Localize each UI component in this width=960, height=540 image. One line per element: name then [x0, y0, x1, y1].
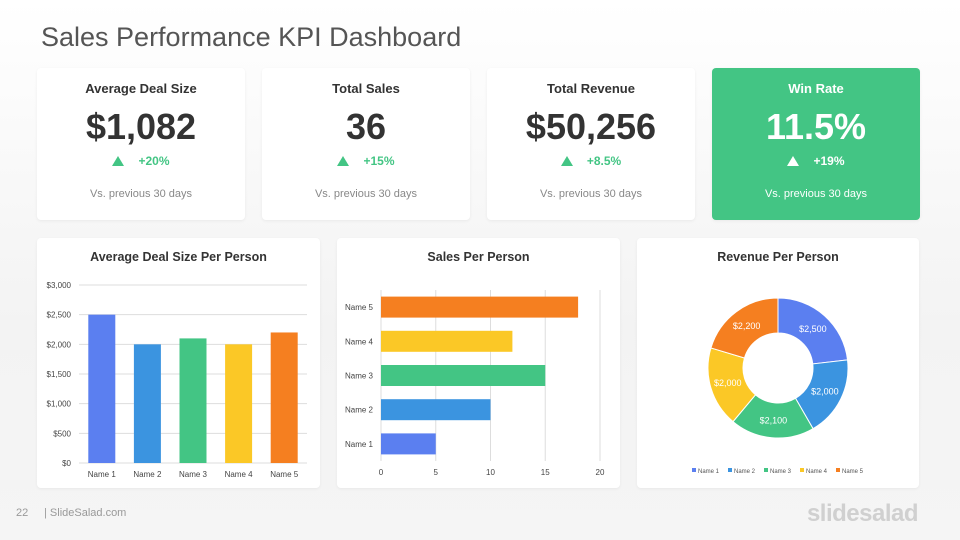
data-label: $2,000 [811, 387, 839, 397]
bar [381, 399, 491, 421]
bar [381, 365, 546, 386]
bar [381, 433, 436, 455]
legend-swatch [692, 468, 696, 472]
chart-title: Sales Per Person [427, 250, 530, 264]
legend-label: Name 2 [734, 469, 756, 475]
chart-title: Revenue Per Person [717, 250, 839, 264]
page-title: Sales Performance KPI Dashboard [41, 22, 462, 52]
revenue-per-person-chart-card: Revenue Per Person $2,500 $2,000 $2,100 $2,… [637, 238, 919, 488]
kpi-card: Average Deal Size $1,082 +20% Vs. previo… [37, 68, 245, 220]
sales-per-person-bar-chart: 0 5 10 15 20 Name 1 Name 2 Name 3 Name 4 Name 5 [345, 290, 605, 477]
y-tick-label: $500 [53, 429, 71, 438]
y-tick-label: $1,000 [47, 400, 72, 409]
bar [381, 330, 513, 352]
data-label: $2,200 [733, 321, 761, 331]
y-tick-label: $2,000 [47, 340, 72, 349]
kpi-value: $1,082 [85, 106, 197, 147]
legend-label: Name 4 [806, 469, 828, 475]
x-tick-label: 0 [379, 468, 384, 477]
data-label: $2,500 [799, 324, 827, 334]
legend-swatch [800, 468, 804, 472]
trend-up-icon [337, 156, 350, 166]
kpi-label: Total Revenue [547, 81, 635, 96]
avg-deal-size-chart-card: Average Deal Size Per Person $0 $500 $1,00… [37, 238, 320, 488]
legend-label: Name 1 [698, 469, 720, 475]
kpi-change: +20% [138, 154, 170, 168]
x-tick-label: 20 [596, 468, 605, 477]
bar [225, 344, 253, 463]
kpi-comparison: Vs. previous 30 days [89, 188, 193, 200]
kpi-label: Average Deal Size [85, 81, 197, 96]
bar [270, 332, 298, 463]
chart-title: Average Deal Size Per Person [90, 250, 267, 264]
y-tick-label: $2,500 [47, 311, 72, 320]
bar [133, 344, 161, 463]
legend-swatch [764, 468, 768, 472]
kpi-label: Total Sales [332, 81, 400, 96]
kpi-comparison: Vs. previous 30 days [314, 188, 418, 200]
bar [88, 314, 116, 463]
x-tick-label: Name 2 [133, 470, 162, 479]
y-tick-label: $3,000 [47, 281, 72, 290]
kpi-card: Win Rate 11.5% +19% Vs. previous 30 days [712, 68, 920, 220]
page-number: 22 [16, 507, 29, 519]
footer-site: | SlideSalad.com [44, 507, 127, 519]
legend-swatch [728, 468, 732, 472]
legend-swatch [836, 468, 840, 472]
kpi-card: Total Sales 36 +15% Vs. previous 30 days [262, 68, 470, 220]
revenue-per-person-donut-chart: $2,500 $2,000 $2,100 $2,000 $2,200 Name 1 Name… [692, 297, 864, 475]
x-tick-label: Name 1 [88, 470, 117, 479]
data-label: $2,000 [714, 378, 742, 388]
avg-deal-size-bar-chart: $0 $500 $1,000 $1,500 $2,000 $2,500 $3,000 Name… [47, 281, 307, 479]
trend-up-icon [787, 156, 800, 166]
slidesalad-logo: slidesalad [806, 500, 919, 527]
y-tick-label: Name 4 [345, 337, 374, 346]
kpi-change: +15% [363, 154, 395, 168]
kpi-value: 11.5% [765, 106, 867, 147]
y-tick-label: Name 3 [345, 372, 374, 381]
trend-up-icon [560, 156, 573, 166]
kpi-label: Win Rate [788, 81, 844, 96]
y-tick-label: Name 5 [345, 303, 374, 312]
sales-per-person-chart-card: Sales Per Person 0 5 10 15 20 Name 1 Name 2 Nam… [337, 238, 620, 488]
kpi-value: $50,256 [525, 106, 657, 147]
bar [179, 338, 207, 463]
kpi-value: 36 [345, 106, 387, 147]
data-label: $2,100 [760, 415, 788, 425]
donut-slice [710, 297, 779, 359]
x-tick-label: Name 4 [225, 470, 254, 479]
y-tick-label: Name 1 [345, 440, 374, 449]
kpi-comparison: Vs. previous 30 days [764, 188, 868, 200]
kpi-change: +19% [813, 154, 845, 168]
y-tick-label: $0 [62, 459, 71, 468]
x-tick-label: Name 5 [270, 470, 299, 479]
y-tick-label: Name 2 [345, 406, 374, 415]
kpi-change: +8.5% [586, 154, 622, 168]
legend-label: Name 5 [842, 469, 864, 475]
x-tick-label: 5 [434, 468, 439, 477]
x-tick-label: 15 [541, 468, 550, 477]
x-tick-label: Name 3 [179, 470, 208, 479]
kpi-comparison: Vs. previous 30 days [539, 188, 643, 200]
x-tick-label: 10 [486, 468, 495, 477]
legend-label: Name 3 [770, 469, 792, 475]
kpi-card: Total Revenue $50,256 +8.5% Vs. previous… [487, 68, 695, 220]
trend-up-icon [112, 156, 125, 166]
bar [381, 296, 579, 318]
y-tick-label: $1,500 [47, 370, 72, 379]
